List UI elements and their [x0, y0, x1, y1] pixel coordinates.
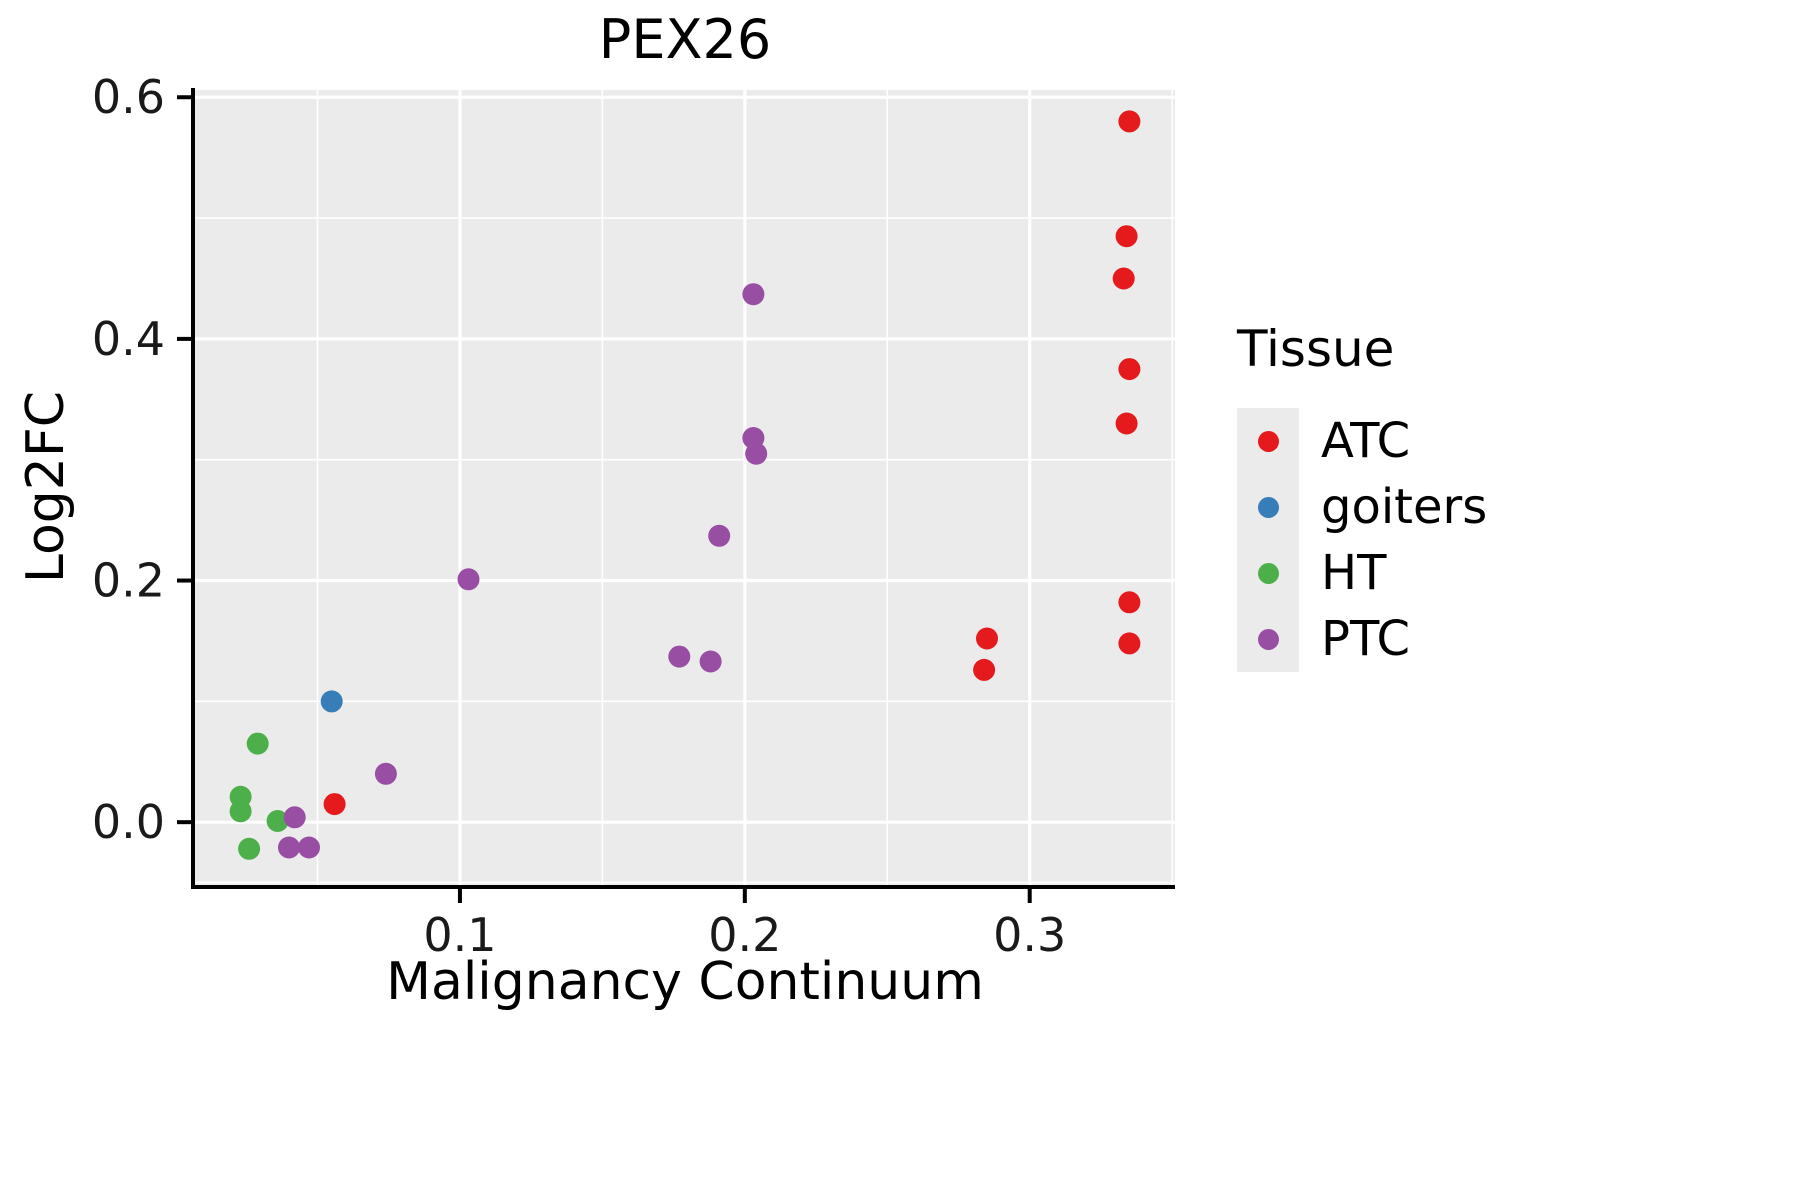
y-tick-label: 0.0	[92, 795, 165, 849]
data-point-PTC	[298, 836, 320, 859]
legend-label: HT	[1321, 545, 1387, 601]
plot-panel	[195, 90, 1175, 885]
data-point-ATC	[973, 658, 996, 681]
data-point-ATC	[1115, 412, 1138, 435]
y-tick-label: 0.4	[92, 312, 165, 366]
legend: Tissue ATC goiters HT PTC	[1237, 320, 1487, 672]
legend-swatch-icon	[1257, 562, 1279, 584]
legend-item-PTC: PTC	[1237, 606, 1487, 672]
legend-label: goiters	[1321, 479, 1488, 535]
data-point-PTC	[374, 762, 397, 785]
legend-item-HT: HT	[1237, 540, 1487, 606]
data-point-goiters	[320, 690, 343, 713]
data-point-ATC	[976, 627, 998, 650]
chart-title: PEX26	[598, 8, 772, 71]
data-point-ATC	[1118, 591, 1141, 614]
data-point-PTC	[457, 568, 480, 591]
data-point-HT	[229, 800, 252, 823]
legend-item-ATC: ATC	[1237, 408, 1487, 474]
y-axis-title: Log2FC	[16, 390, 76, 584]
data-point-ATC	[1118, 358, 1141, 381]
data-point-HT	[246, 732, 269, 755]
y-tick-label: 0.2	[92, 554, 165, 608]
legend-label: PTC	[1321, 611, 1410, 667]
data-point-ATC	[1115, 225, 1138, 248]
legend-key	[1237, 474, 1299, 540]
data-point-ATC	[1112, 267, 1135, 290]
data-point-PTC	[742, 283, 765, 306]
data-point-PTC	[708, 524, 731, 547]
data-point-ATC	[323, 793, 346, 816]
legend-title: Tissue	[1237, 320, 1395, 378]
data-point-PTC	[278, 836, 300, 859]
legend-items: ATC goiters HT PTC	[1237, 408, 1487, 672]
data-point-HT	[238, 837, 261, 860]
legend-swatch-icon	[1257, 430, 1279, 452]
x-tick-label: 0.3	[993, 908, 1066, 962]
legend-key	[1237, 408, 1299, 474]
data-point-HT	[266, 810, 289, 832]
x-tick-label: 0.1	[423, 908, 496, 962]
data-point-PTC	[283, 806, 306, 829]
legend-swatch-icon	[1257, 496, 1279, 518]
x-tick-label: 0.2	[708, 908, 781, 962]
data-point-PTC	[668, 645, 691, 668]
legend-label: ATC	[1321, 413, 1411, 469]
x-axis-title: Malignancy Continuum	[386, 952, 984, 1012]
legend-item-goiters: goiters	[1237, 474, 1487, 540]
data-point-ATC	[1118, 632, 1141, 655]
legend-key	[1237, 606, 1299, 672]
legend-key	[1237, 540, 1299, 606]
legend-swatch-icon	[1257, 628, 1279, 650]
data-point-ATC	[1118, 110, 1141, 133]
y-tick-label: 0.6	[92, 70, 165, 124]
data-point-PTC	[745, 442, 768, 465]
data-point-PTC	[699, 650, 722, 673]
